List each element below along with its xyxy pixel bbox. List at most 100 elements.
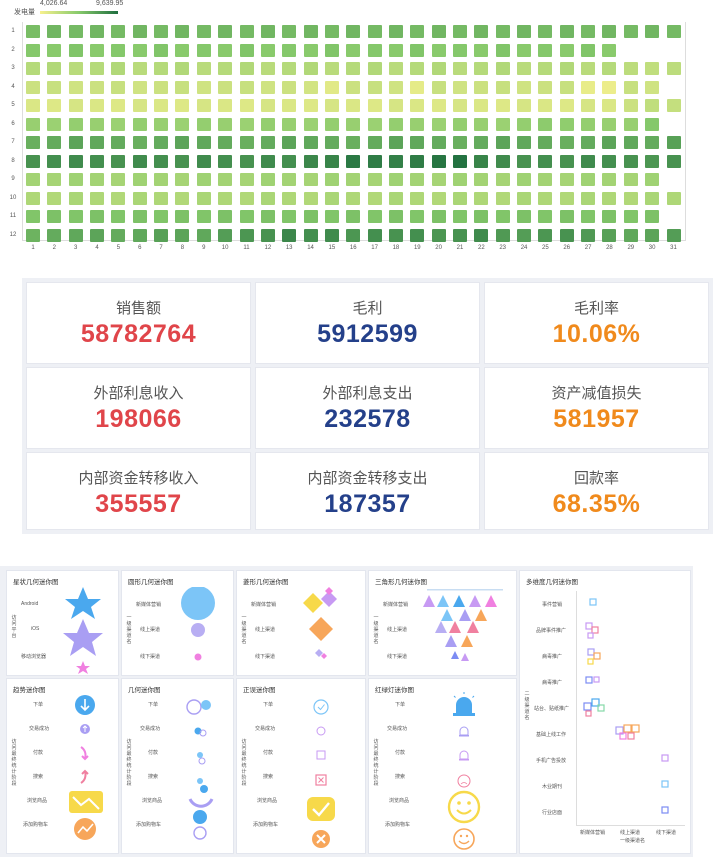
heatmap-cell[interactable] — [431, 117, 446, 131]
heatmap-cell[interactable] — [645, 228, 660, 242]
heatmap-cell[interactable] — [388, 173, 403, 186]
heatmap-cell[interactable] — [602, 99, 617, 112]
heatmap-cell[interactable] — [474, 136, 489, 149]
heatmap-cell[interactable] — [111, 117, 126, 131]
heatmap-cell[interactable] — [196, 210, 211, 223]
heatmap-cell[interactable] — [260, 210, 275, 223]
heatmap-cell[interactable] — [47, 43, 62, 57]
heatmap-cell[interactable] — [218, 136, 233, 149]
heatmap-cell[interactable] — [111, 25, 126, 38]
heatmap-cell[interactable] — [196, 117, 211, 131]
heatmap-cell[interactable] — [260, 99, 275, 112]
heatmap-cell[interactable] — [538, 25, 553, 38]
heatmap-cell[interactable] — [68, 43, 83, 57]
heatmap-cell[interactable] — [346, 25, 361, 38]
heatmap-cell[interactable] — [26, 191, 40, 205]
heatmap-cell[interactable] — [581, 25, 596, 38]
heatmap-cell[interactable] — [111, 99, 126, 112]
heatmap-cell[interactable] — [388, 25, 403, 38]
heatmap-cell[interactable] — [623, 80, 638, 94]
heatmap-cell[interactable] — [666, 99, 681, 112]
heatmap-cell[interactable] — [154, 173, 169, 186]
heatmap-cell[interactable] — [367, 136, 382, 149]
heatmap-cell[interactable] — [26, 99, 40, 112]
heatmap-cell[interactable] — [367, 210, 382, 223]
heatmap-cell[interactable] — [538, 210, 553, 223]
heatmap-cell[interactable] — [538, 117, 553, 131]
heatmap-cell[interactable] — [474, 62, 489, 75]
heatmap-cell[interactable] — [303, 154, 318, 168]
heatmap-cell[interactable] — [26, 228, 40, 242]
heatmap-cell[interactable] — [559, 228, 574, 242]
heatmap-cell[interactable] — [645, 173, 660, 186]
heatmap-cell[interactable] — [26, 210, 40, 223]
heatmap-cell[interactable] — [324, 210, 339, 223]
heatmap-cell[interactable] — [47, 80, 62, 94]
heatmap-cell[interactable] — [26, 136, 40, 149]
heatmap-cell[interactable] — [111, 80, 126, 94]
heatmap-cell[interactable] — [623, 210, 638, 223]
heatmap-cell[interactable] — [239, 62, 254, 75]
heatmap-cell[interactable] — [559, 80, 574, 94]
heatmap-cell[interactable] — [196, 25, 211, 38]
heatmap-cell[interactable] — [346, 43, 361, 57]
heatmap-cell[interactable] — [324, 136, 339, 149]
heatmap-cell[interactable] — [581, 173, 596, 186]
heatmap-cell[interactable] — [581, 191, 596, 205]
heatmap-cell[interactable] — [196, 228, 211, 242]
heatmap-cell[interactable] — [581, 99, 596, 112]
heatmap-cell[interactable] — [47, 228, 62, 242]
heatmap-cell[interactable] — [495, 43, 510, 57]
heatmap-cell[interactable] — [90, 136, 105, 149]
heatmap-cell[interactable] — [303, 25, 318, 38]
heatmap-cell[interactable] — [132, 62, 147, 75]
heatmap-cell[interactable] — [111, 210, 126, 223]
heatmap-cell[interactable] — [517, 43, 532, 57]
heatmap-cell[interactable] — [410, 210, 425, 223]
heatmap-cell[interactable] — [47, 191, 62, 205]
heatmap-cell[interactable] — [132, 173, 147, 186]
heatmap-cell[interactable] — [538, 43, 553, 57]
heatmap-cell[interactable] — [26, 154, 40, 168]
heatmap-cell[interactable] — [47, 173, 62, 186]
heatmap-cell[interactable] — [666, 136, 681, 149]
heatmap-cell[interactable] — [474, 191, 489, 205]
heatmap-cell[interactable] — [495, 80, 510, 94]
heatmap-cell[interactable] — [474, 43, 489, 57]
heatmap-cell[interactable] — [282, 62, 297, 75]
heatmap-cell[interactable] — [90, 43, 105, 57]
heatmap-cell[interactable] — [431, 173, 446, 186]
heatmap-cell[interactable] — [431, 154, 446, 168]
heatmap-cell[interactable] — [47, 117, 62, 131]
heatmap-cell[interactable] — [218, 25, 233, 38]
heatmap-cell[interactable] — [453, 191, 467, 205]
heatmap-cell[interactable] — [175, 154, 190, 168]
heatmap-cell[interactable] — [346, 228, 361, 242]
heatmap-cell[interactable] — [388, 80, 403, 94]
heatmap-cell[interactable] — [431, 136, 446, 149]
heatmap-cell[interactable] — [431, 80, 446, 94]
heatmap-cell[interactable] — [602, 117, 617, 131]
heatmap-cell[interactable] — [68, 228, 83, 242]
heatmap-cell[interactable] — [68, 154, 83, 168]
heatmap-cell[interactable] — [196, 62, 211, 75]
heatmap-cell[interactable] — [602, 43, 617, 57]
heatmap-cell[interactable] — [346, 117, 361, 131]
heatmap-cell[interactable] — [90, 99, 105, 112]
heatmap-cell[interactable] — [388, 43, 403, 57]
heatmap-cell[interactable] — [282, 173, 297, 186]
heatmap-cell[interactable] — [218, 210, 233, 223]
heatmap-cell[interactable] — [68, 191, 83, 205]
heatmap-cell[interactable] — [602, 228, 617, 242]
heatmap-cell[interactable] — [453, 25, 467, 38]
heatmap-cell[interactable] — [218, 154, 233, 168]
heatmap-cell[interactable] — [645, 62, 660, 75]
heatmap-cell[interactable] — [517, 136, 532, 149]
heatmap-cell[interactable] — [196, 99, 211, 112]
heatmap-cell[interactable] — [517, 228, 532, 242]
heatmap-cell[interactable] — [324, 117, 339, 131]
heatmap-cell[interactable] — [517, 191, 532, 205]
heatmap-cell[interactable] — [239, 136, 254, 149]
heatmap-cell[interactable] — [388, 62, 403, 75]
heatmap-cell[interactable] — [260, 173, 275, 186]
